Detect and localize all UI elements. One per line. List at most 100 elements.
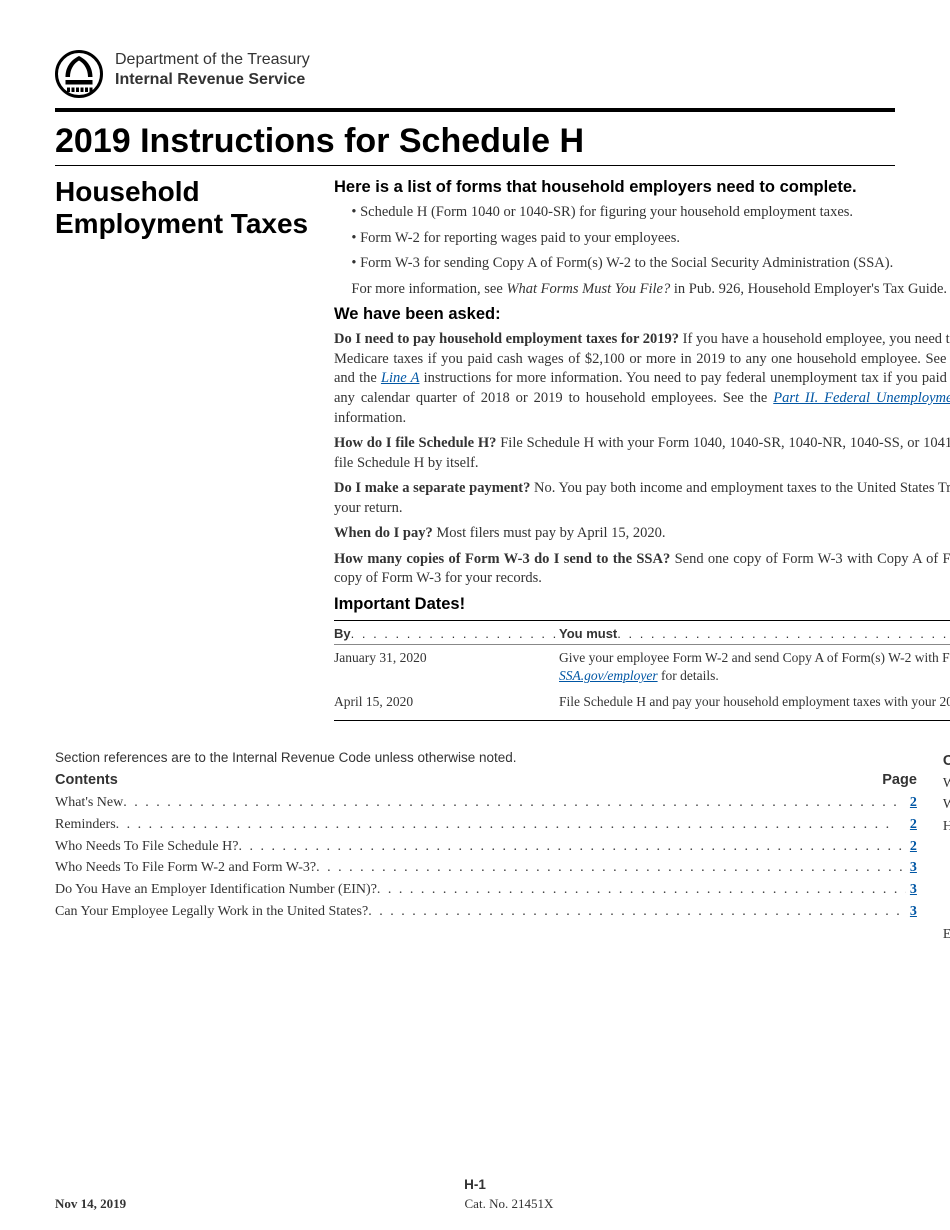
bullet-text: Form W-3 for sending Copy A of Form(s) W… [360,255,893,271]
more-info-italic: What Forms Must You File? [506,281,670,297]
toc-text: When and Where To File [943,794,950,816]
asked-heading: We have been asked: [334,305,950,324]
irs-eagle-icon [55,50,103,98]
page-number: H-1 [55,1177,895,1192]
toc-line: Who Needs To File Form W-2 and Form W-3?… [55,857,917,879]
bullet-item: • Form W-2 for reporting wages paid to y… [334,229,950,249]
toc-text: Who Needs To File Schedule H? [55,836,238,858]
dates-header-row: By You must [334,620,950,645]
toc-block: Section references are to the Internal R… [55,749,895,947]
toc-page-link[interactable]: 2 [906,792,917,814]
dates-col1-head: By [334,626,559,641]
dates-must-label: You must [559,626,617,641]
dates-must-post: for details. [658,668,719,683]
dept-line2: Internal Revenue Service [115,70,310,90]
more-info-para: For more information, see What Forms Mus… [334,280,950,300]
faq-q3-label: Do I make a separate payment? [334,480,530,496]
forms-heading: Here is a list of forms that household e… [334,178,950,197]
faq-para: Do I need to pay household employment ta… [334,330,950,428]
leader-dots [368,901,906,923]
right-column: Here is a list of forms that household e… [334,174,950,721]
toc-line: What's New2 [55,792,917,814]
body-two-col: Household Employment Taxes Here is a lis… [55,174,895,721]
page-label: Page [882,772,917,788]
link-part-ii-futa[interactable]: Part II. Federal Unemployment (FUTA) Tax [773,390,950,406]
faq-q1-label: Do I need to pay household employment ta… [334,331,679,347]
toc-right-col: Contents Page What About State Employmen… [943,749,950,947]
toc-page-link[interactable]: 2 [906,814,917,836]
page: Department of the Treasury Internal Reve… [0,0,950,1230]
toc-left-col: Section references are to the Internal R… [55,749,917,947]
faq-q4-label: When do I pay? [334,525,433,541]
toc-left-list: What's New2Reminders2Who Needs To File S… [55,792,917,922]
toc-line: Reminders 2 [55,814,917,836]
toc-text: Can Your Employee Legally Work in the Un… [55,901,368,923]
toc-text: Reminders [55,814,116,836]
toc-line: Estimated Tax Penalty9 [943,924,950,946]
dates-col2-head: You must [559,626,950,641]
faq-q5-label: How many copies of Form W-3 do I send to… [334,551,670,567]
dates-row: April 15, 2020 File Schedule H and pay y… [334,689,950,715]
toc-text: Do You Have an Employer Identification N… [55,879,377,901]
faq-q1-t2: and the [334,370,381,386]
contents-header: Contents Page [55,772,917,788]
toc-line: How To Fill In Schedule H, Form W-2, and… [943,816,950,838]
footer-cat-no: Cat. No. 21451X [465,1196,554,1212]
leader-dots [377,879,906,901]
leader-dots [351,626,559,641]
bullet-item: • Schedule H (Form 1040 or 1040-SR) for … [334,203,950,223]
more-info-pre: For more information, see [351,281,506,297]
rule-under-title [55,165,895,166]
dates-must-cell: File Schedule H and pay your household e… [559,693,950,711]
main-title: 2019 Instructions for Schedule H [55,122,895,161]
rule-dates-bottom [334,720,950,721]
dates-row: January 31, 2020 Give your employee Form… [334,645,950,689]
dates-must-pre: Give your employee Form W-2 and send Cop… [559,650,950,665]
more-info-post: in Pub. 926, Household Employer's Tax Gu… [670,281,947,297]
faq-para: When do I pay? Most filers must pay by A… [334,524,950,544]
dept-line1: Department of the Treasury [115,50,310,70]
left-column: Household Employment Taxes [55,174,310,721]
toc-page-link[interactable]: 3 [906,901,917,923]
dates-must-pre: File Schedule H and pay your household e… [559,694,950,709]
footer-date: Nov 14, 2019 [55,1196,126,1212]
toc-line: Worksheet 2. Worksheet for Household Emp… [943,881,950,903]
section-references-note: Section references are to the Internal R… [55,749,917,767]
dates-by-label: By [334,626,351,641]
page-header: Department of the Treasury Internal Reve… [55,50,895,102]
leader-dots [116,814,906,836]
toc-line: When and Where To File3 [943,794,950,816]
toc-text: Estimated Tax Penalty [943,924,950,946]
toc-line: Form W-2 and Form W-39 [943,903,950,925]
bullet-text: Form W-2 for reporting wages paid to you… [360,230,680,246]
contents-header: Contents Page [943,753,950,769]
important-dates-heading: Important Dates! [334,595,950,614]
footer-spacer [892,1196,895,1212]
link-line-a[interactable]: Line A [381,370,420,386]
dept-block: Department of the Treasury Internal Reve… [115,50,310,90]
dates-must-cell: Give your employee Form W-2 and send Cop… [559,649,950,685]
toc-line: Schedule H4 [943,838,950,860]
toc-text: Who Needs To File Form W-2 and Form W-3? [55,857,316,879]
page-footer: H-1 Nov 14, 2019 Cat. No. 21451X [55,1177,895,1212]
toc-page-link[interactable]: 2 [906,836,917,858]
leader-dots [316,857,906,879]
leader-dots [617,626,950,641]
faq-para: How do I file Schedule H? File Schedule … [334,434,950,473]
faq-para: How many copies of Form W-3 do I send to… [334,550,950,589]
toc-text: How To Fill In Schedule H, Form W-2, and… [943,816,950,838]
toc-line: Do You Have an Employer Identification N… [55,879,917,901]
faq-q2-label: How do I file Schedule H? [334,435,496,451]
leader-dots [238,836,905,858]
toc-page-link[interactable]: 3 [906,879,917,901]
toc-line: Can Your Employee Legally Work in the Un… [55,901,917,923]
leader-dots [123,792,906,814]
dates-by-cell: April 15, 2020 [334,693,559,711]
toc-line: Who Needs To File Schedule H? 2 [55,836,917,858]
toc-text: What About State Employment Taxes? [943,773,950,795]
faq-q4-text: Most filers must pay by April 15, 2020. [433,525,666,541]
rule-thick-top [55,108,895,112]
toc-page-link[interactable]: 3 [906,857,917,879]
toc-right-list: What About State Employment Taxes?3When … [943,773,950,947]
link-ssa-employer[interactable]: SSA.gov/employer [559,668,658,683]
